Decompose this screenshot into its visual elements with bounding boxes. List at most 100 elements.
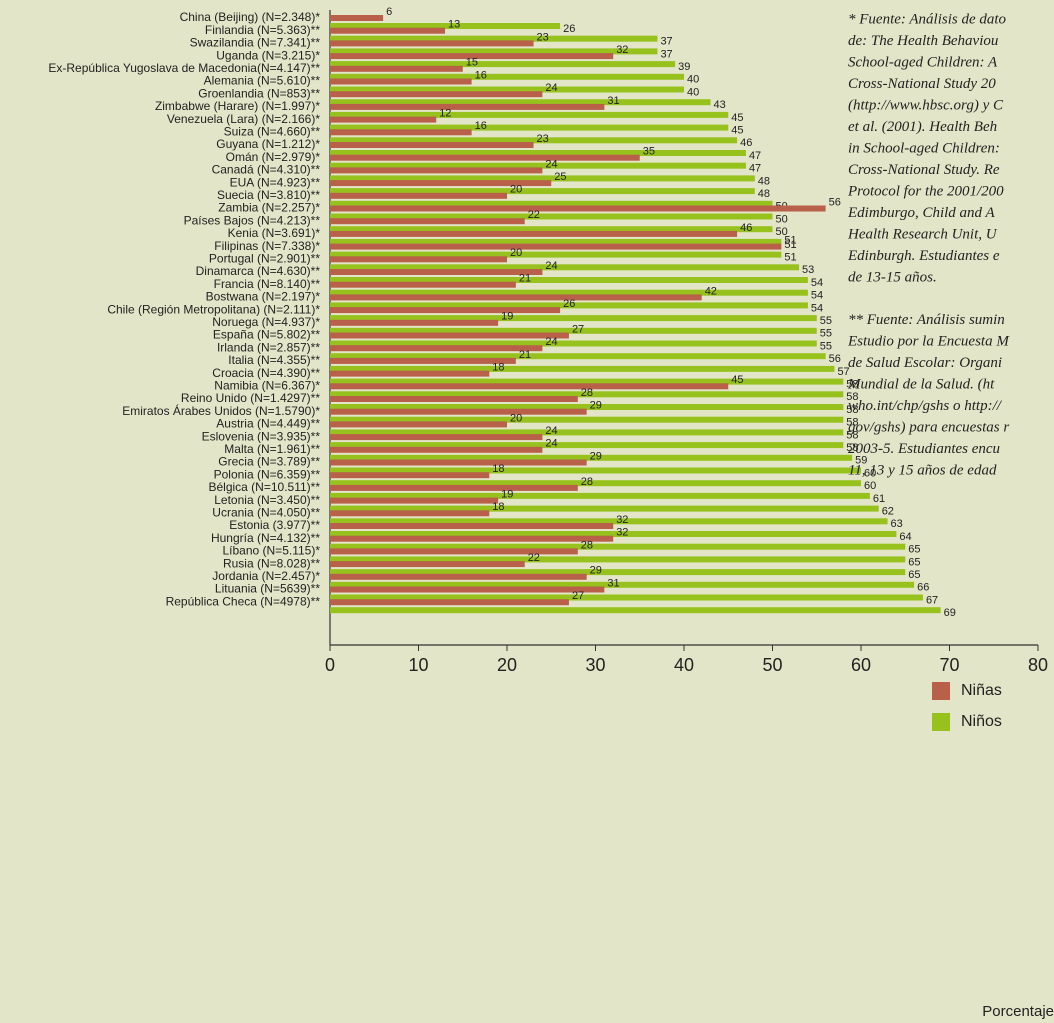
value-label: 42 (705, 285, 717, 297)
value-label: 32 (616, 527, 628, 539)
value-label: 21 (519, 349, 531, 361)
category-label: Ucrania (N=4.050)** (212, 505, 320, 519)
note-line: Health Research Unit, U (847, 226, 998, 242)
value-label: 29 (590, 565, 602, 577)
value-label: 54 (811, 277, 823, 289)
value-label: 24 (545, 82, 557, 94)
value-label: 27 (572, 323, 584, 335)
value-label: 24 (545, 438, 557, 450)
bar (330, 78, 472, 85)
bar (330, 561, 525, 568)
bar (330, 213, 773, 220)
value-label: 24 (545, 425, 557, 437)
value-label: 55 (820, 340, 832, 352)
category-label: Austria (N=4.449)** (216, 417, 320, 431)
bar (330, 497, 499, 504)
value-label: 28 (581, 539, 593, 551)
category-label: Uganda (N=3.215)* (216, 48, 320, 62)
bar (330, 238, 782, 245)
x-tick-label: 10 (408, 655, 428, 675)
note-line: School-aged Children: A (848, 54, 998, 70)
category-label: Hungría (N=4.132)** (211, 531, 320, 545)
value-label: 55 (820, 315, 832, 327)
category-label: Letonia (N=3.450)** (214, 493, 320, 507)
value-label: 56 (829, 353, 841, 365)
value-label: 13 (448, 19, 460, 31)
note-line: et al. (2001). Health Beh (848, 119, 997, 135)
value-label: 51 (784, 252, 796, 264)
bar (330, 289, 808, 296)
value-label: 58 (846, 404, 858, 416)
value-label: 58 (846, 417, 858, 429)
note-line: de Salud Escolar: Organi (848, 355, 1002, 371)
bar (330, 353, 826, 360)
value-label: 69 (944, 607, 956, 619)
note-line: Edinburgh. Estudiantes e (847, 248, 1000, 264)
value-label: 39 (678, 61, 690, 73)
x-tick-label: 40 (674, 655, 694, 675)
note-line: 11, 13 y 15 años de edad (848, 462, 997, 478)
category-label: Portugal (N=2.901)** (209, 251, 320, 265)
bar (330, 175, 755, 182)
category-label: Namibia (N=6.367)* (214, 378, 320, 392)
value-label: 48 (758, 175, 770, 187)
value-label: 22 (528, 209, 540, 221)
bar (330, 357, 516, 364)
value-label: 20 (510, 184, 522, 196)
bar (330, 408, 587, 415)
bar (330, 383, 729, 390)
bar (330, 505, 879, 512)
bar (330, 467, 861, 474)
value-label: 28 (581, 476, 593, 488)
bar (330, 150, 746, 156)
bar (330, 370, 490, 377)
bar (330, 230, 738, 237)
value-label: 47 (749, 163, 761, 175)
value-label: 54 (811, 290, 823, 302)
value-label: 22 (528, 552, 540, 564)
category-label: Venezuela (Lara) (N=2.166)* (167, 112, 320, 126)
value-label: 28 (581, 387, 593, 399)
bar (330, 200, 773, 207)
legend-swatch (932, 713, 950, 731)
category-label: Bélgica (N=10.511)** (208, 480, 320, 494)
category-label: Swazilandia (N=7.341)** (190, 36, 321, 50)
note-line: Protocol for the 2001/200 (847, 183, 1004, 199)
value-label: 57 (837, 366, 849, 378)
note-line: Cross-National Study. Re (848, 162, 1000, 178)
value-label: 50 (776, 213, 788, 225)
category-label: Bostwana (N=2.197)* (206, 290, 321, 304)
bar (330, 607, 941, 614)
category-label: Países Bajos (N=4.213)** (184, 213, 321, 227)
value-label: 40 (687, 74, 699, 86)
value-label: 31 (607, 95, 619, 107)
category-label: Suecia (N=3.810)** (217, 188, 320, 202)
value-label: 60 (864, 467, 876, 479)
value-label: 19 (501, 489, 513, 501)
bar (330, 315, 817, 322)
category-label: Lituania (N=5639)** (215, 582, 320, 596)
value-label: 46 (740, 222, 752, 234)
bar (330, 599, 569, 606)
value-label: 58 (846, 379, 858, 391)
x-tick-label: 0 (325, 655, 335, 675)
bar (330, 378, 844, 385)
bar (330, 86, 684, 93)
bar (330, 429, 844, 436)
bar (330, 535, 614, 542)
note-line: ** Fuente: Análisis sumin (848, 312, 1005, 328)
value-label: 32 (616, 514, 628, 526)
bar (330, 264, 800, 271)
bar (330, 137, 738, 144)
value-label: 40 (687, 86, 699, 98)
bar (330, 40, 534, 47)
category-label: Kenia (N=3.691)* (228, 226, 321, 240)
value-label: 51 (784, 235, 796, 247)
value-label: 54 (811, 302, 823, 314)
bar (330, 510, 490, 517)
bar (330, 48, 658, 55)
category-label: Groenlandia (N=853)** (198, 86, 320, 100)
bar (330, 269, 543, 275)
x-tick-label: 70 (939, 655, 959, 675)
bar (330, 192, 507, 199)
